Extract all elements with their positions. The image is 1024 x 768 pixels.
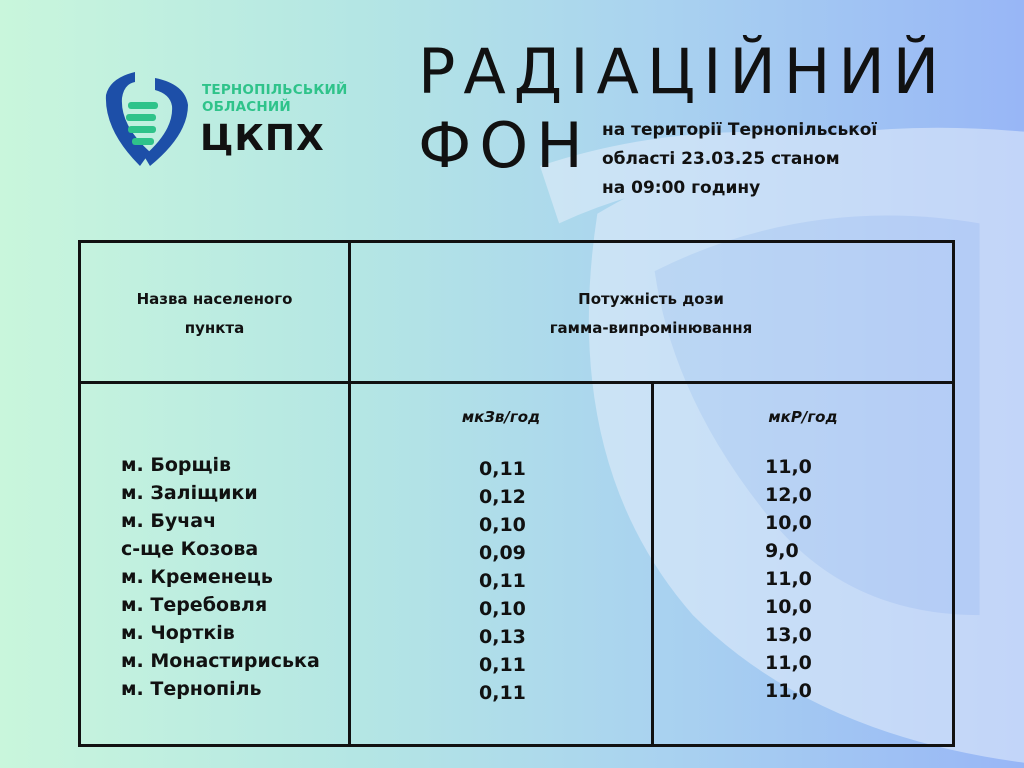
settlement-name: м. Монастириська [121, 650, 320, 672]
ur-column: 11,0 12,0 10,0 9,0 11,0 10,0 13,0 11,0 11,0 [765, 453, 812, 705]
settlement-name: м. Борщів [121, 454, 232, 476]
unit-ur: мкР/год [768, 408, 838, 426]
dose-value: 10,0 [765, 596, 812, 618]
header-text: Назва населеного [136, 290, 293, 308]
dose-value: 11,0 [765, 568, 812, 590]
logo-line1: ТЕРНОПІЛЬСЬКИЙ [202, 82, 348, 98]
settlement-name: с-ще Козова [121, 538, 259, 560]
header-text: пункта [184, 319, 245, 337]
dose-value: 0,11 [479, 682, 526, 704]
subtitle-line3: на 09:00 годину [602, 178, 761, 198]
dose-value: 11,0 [765, 652, 812, 674]
settlement-column: м. Борщів м. Заліщики м. Бучач с-ще Козова м… [121, 451, 320, 703]
dose-value: 0,10 [479, 514, 526, 536]
dose-value: 13,0 [765, 624, 812, 646]
unit-usv: мкЗв/год [461, 408, 541, 426]
usv-column: 0,11 0,12 0,10 0,09 0,11 0,10 0,13 0,11 0,11 [479, 455, 526, 707]
header-text: гамма-випромінювання [549, 319, 753, 337]
subtitle: на території Тернопільської області 23.0… [602, 116, 877, 203]
shield-watermark-icon [540, 127, 1024, 763]
dose-value: 0,11 [479, 654, 526, 676]
logo-line2: ОБЛАСНИЙ [202, 99, 291, 115]
dose-value: 10,0 [765, 512, 812, 534]
settlement-name: м. Чортків [121, 622, 235, 644]
radiation-table: Назва населеного пункта Потужність дози … [78, 240, 955, 747]
title-line1: РАДІАЦІЙНИЙ [418, 35, 948, 108]
divider [348, 243, 351, 744]
dose-value: 0,11 [479, 458, 526, 480]
settlement-name: м. Тернопіль [121, 678, 262, 700]
logo-shield-icon [105, 72, 188, 166]
logo-name: ЦКПХ [200, 118, 325, 159]
settlement-name: м. Бучач [121, 510, 217, 532]
dose-value: 11,0 [765, 680, 812, 702]
header-dose: Потужність дози гамма-випромінювання [351, 285, 951, 343]
dose-value: 0,12 [479, 486, 526, 508]
title-line2: ФОН [418, 109, 591, 182]
divider [651, 381, 654, 744]
dose-value: 9,0 [765, 540, 799, 562]
dose-value: 12,0 [765, 484, 812, 506]
settlement-name: м. Заліщики [121, 482, 258, 504]
settlement-name: м. Теребовля [121, 594, 268, 616]
header-text: Потужність дози [578, 290, 724, 308]
divider [81, 381, 952, 384]
settlement-name: м. Кременець [121, 566, 273, 588]
dose-value: 11,0 [765, 456, 812, 478]
header-settlement: Назва населеного пункта [81, 285, 348, 343]
subtitle-line1: на території Тернопільської [602, 120, 878, 140]
logo-org-name: ТЕРНОПІЛЬСЬКИЙ ОБЛАСНИЙ [202, 82, 348, 116]
subtitle-line2: області 23.03.25 станом [602, 149, 840, 169]
dose-value: 0,11 [479, 570, 526, 592]
dose-value: 0,09 [479, 542, 526, 564]
dose-value: 0,13 [479, 626, 526, 648]
dose-value: 0,10 [479, 598, 526, 620]
